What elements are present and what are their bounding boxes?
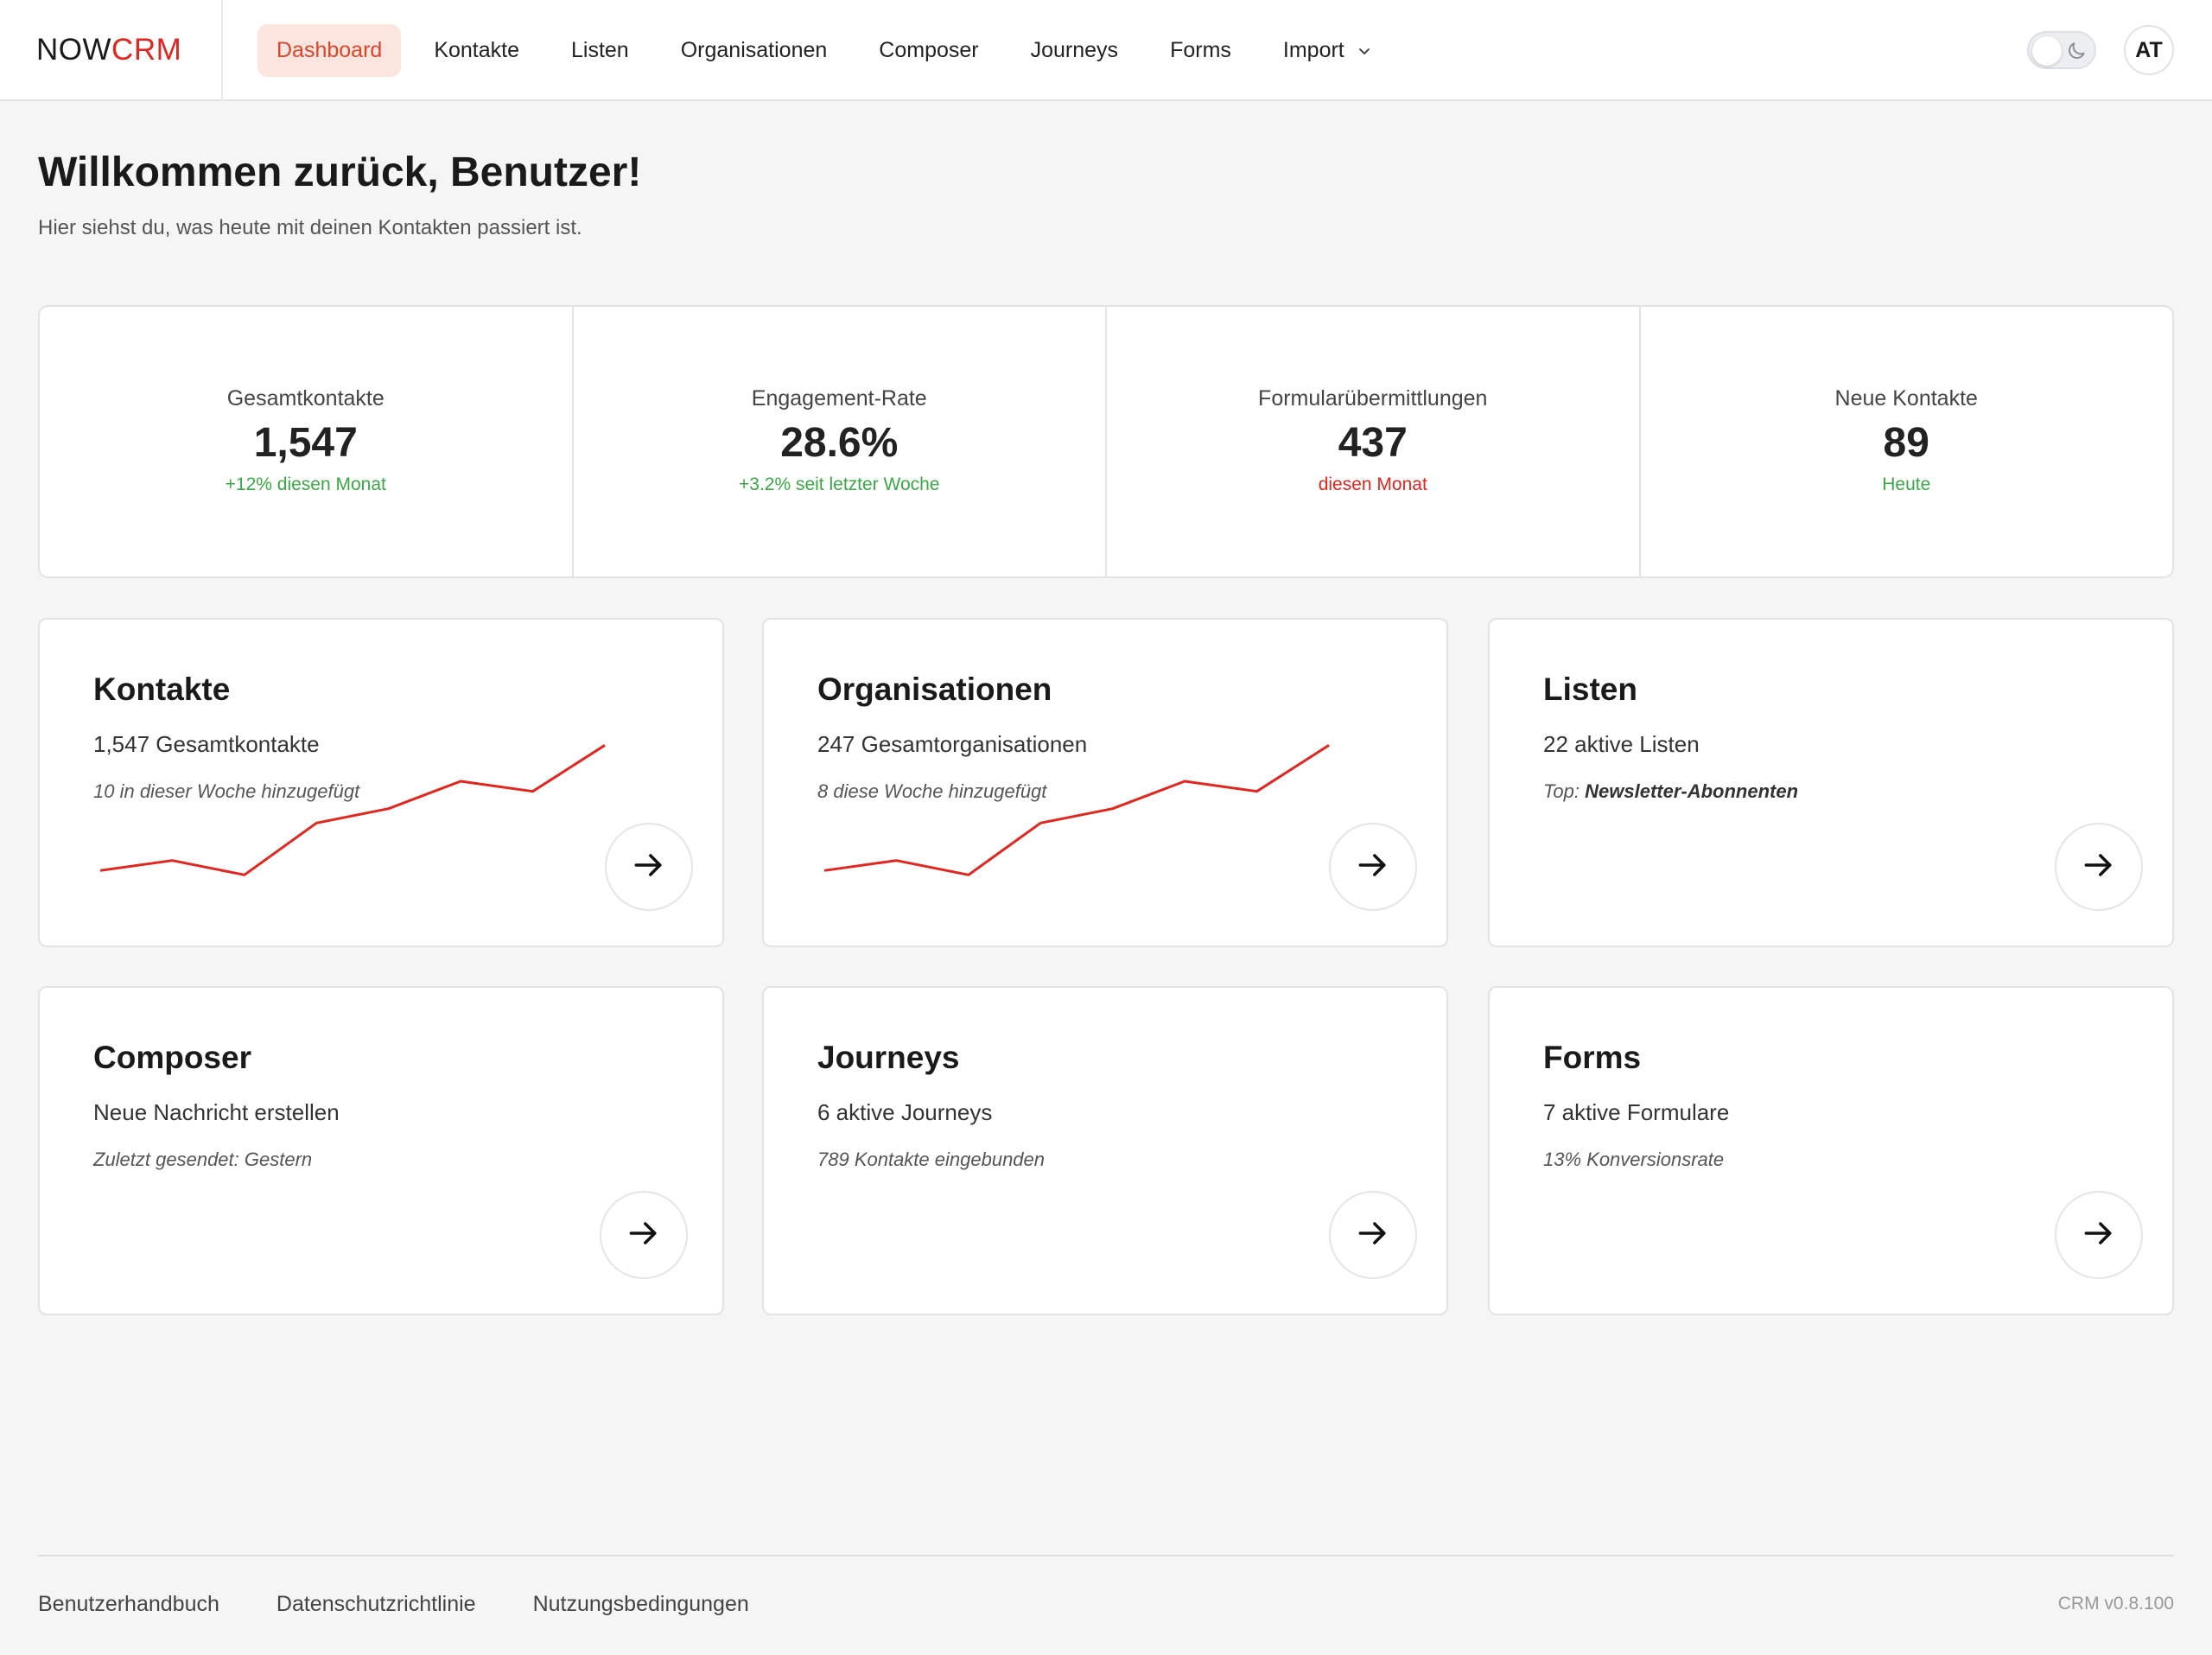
- card-note: 8 diese Woche hinzugefügt: [817, 780, 1047, 802]
- top-navbar: NOWCRM Dashboard Kontakte Listen Organis…: [0, 0, 2212, 101]
- nav-item-import[interactable]: Import: [1264, 24, 1390, 77]
- app-version: CRM v0.8.100: [2057, 1594, 2174, 1614]
- card-note: 789 Kontakte eingebunden: [817, 1149, 1046, 1170]
- stat-trend: +12% diesen Monat: [225, 474, 386, 494]
- card-organisationen: Organisationen 247 Gesamtorganisationen …: [762, 618, 1448, 947]
- nav-item-import-label: Import: [1282, 38, 1344, 62]
- main-nav: Dashboard Kontakte Listen Organisationen…: [257, 24, 1404, 77]
- open-listen-button[interactable]: [2055, 823, 2143, 911]
- open-organisationen-button[interactable]: [1329, 823, 1417, 911]
- arrow-right-icon: [630, 846, 668, 888]
- nav-item-dashboard[interactable]: Dashboard: [257, 24, 402, 77]
- card-composer: Composer Neue Nachricht erstellen Zuletz…: [38, 986, 724, 1315]
- card-title: Journeys: [817, 1040, 960, 1075]
- open-kontakte-button[interactable]: [605, 823, 693, 911]
- open-journeys-button[interactable]: [1329, 1191, 1417, 1279]
- arrow-right-icon: [2080, 1214, 2118, 1257]
- card-kontakte: Kontakte 1,547 Gesamtkontakte 10 in dies…: [38, 618, 724, 947]
- sparkline-series: [823, 744, 1330, 876]
- card-summary: 7 aktive Formulare: [1543, 1099, 1730, 1125]
- stat-value: 28.6%: [780, 420, 899, 466]
- card-summary: 1,547 Gesamtkontakte: [93, 731, 320, 757]
- card-title: Kontakte: [93, 672, 231, 707]
- page-title: Willkommen zurück, Benutzer!: [38, 150, 642, 195]
- open-forms-button[interactable]: [2055, 1191, 2143, 1279]
- card-summary: 22 aktive Listen: [1543, 731, 1700, 757]
- stat-trend: +3.2% seit letzter Woche: [739, 474, 940, 494]
- card-title: Forms: [1543, 1040, 1642, 1075]
- card-journeys: Journeys 6 aktive Journeys 789 Kontakte …: [762, 986, 1448, 1315]
- stat-gesamtkontakte: Gesamtkontakte 1,547 +12% diesen Monat: [40, 307, 574, 576]
- arrow-right-icon: [625, 1214, 663, 1257]
- card-note: Zuletzt gesendet: Gestern: [93, 1149, 313, 1170]
- stat-engagement-rate: Engagement-Rate 28.6% +3.2% seit letzter…: [574, 307, 1107, 576]
- card-note-prefix: Top:: [1543, 780, 1586, 802]
- stat-value: 1,547: [253, 420, 358, 466]
- card-forms: Forms 7 aktive Formulare 13% Konversions…: [1488, 986, 2174, 1315]
- open-composer-button[interactable]: [600, 1191, 688, 1279]
- page-subtitle: Hier siehst du, was heute mit deinen Kon…: [38, 216, 582, 239]
- nav-item-kontakte[interactable]: Kontakte: [434, 38, 519, 62]
- logo-now: NOW: [36, 33, 112, 67]
- card-note: Top: Newsletter-Abonnenten: [1543, 780, 1798, 803]
- stat-trend: Heute: [1882, 474, 1931, 494]
- card-title: Organisationen: [817, 672, 1052, 707]
- logo-crm: CRM: [111, 33, 182, 67]
- stat-trend: diesen Monat: [1318, 474, 1427, 494]
- footer-divider: [38, 1555, 2174, 1556]
- card-summary: Neue Nachricht erstellen: [93, 1099, 340, 1125]
- nav-item-forms[interactable]: Forms: [1170, 38, 1231, 62]
- card-title: Listen: [1543, 672, 1637, 707]
- user-avatar[interactable]: AT: [2124, 25, 2174, 75]
- nav-item-organisationen[interactable]: Organisationen: [680, 38, 828, 62]
- nav-item-journeys[interactable]: Journeys: [1030, 38, 1119, 62]
- card-note: 13% Konversionsrate: [1543, 1149, 1725, 1170]
- stat-formularuebermittlungen: Formularübermittlungen 437 diesen Monat: [1107, 307, 1641, 576]
- stat-label: Formularübermittlungen: [1258, 386, 1488, 411]
- stat-value: 437: [1338, 420, 1408, 466]
- stat-neue-kontakte: Neue Kontakte 89 Heute: [1641, 307, 2173, 576]
- toggle-knob: [2032, 36, 2062, 66]
- card-summary: 6 aktive Journeys: [817, 1099, 993, 1125]
- card-listen: Listen 22 aktive Listen Top: Newsletter-…: [1488, 618, 2174, 947]
- footer-link-datenschutz[interactable]: Datenschutzrichtlinie: [276, 1592, 476, 1616]
- nav-item-composer[interactable]: Composer: [879, 38, 979, 62]
- stat-value: 89: [1883, 420, 1929, 466]
- nav-item-listen[interactable]: Listen: [571, 38, 629, 62]
- stat-label: Gesamtkontakte: [226, 386, 385, 411]
- stat-label: Neue Kontakte: [1834, 386, 1978, 411]
- stats-panel: Gesamtkontakte 1,547 +12% diesen Monat E…: [38, 305, 2174, 578]
- chevron-down-icon: [1357, 25, 1371, 78]
- footer-links: Benutzerhandbuch Datenschutzrichtlinie N…: [38, 1592, 806, 1617]
- kontakte-sparkline: [99, 744, 606, 876]
- arrow-right-icon: [1354, 1214, 1392, 1257]
- logo[interactable]: NOWCRM: [36, 33, 181, 67]
- top-list-name: Newsletter-Abonnenten: [1585, 780, 1799, 802]
- moon-icon: [2065, 40, 2088, 67]
- card-note: 10 in dieser Woche hinzugefügt: [93, 780, 360, 802]
- organisationen-sparkline: [823, 744, 1330, 876]
- footer-link-benutzerhandbuch[interactable]: Benutzerhandbuch: [38, 1592, 219, 1616]
- sparkline-series: [99, 744, 606, 876]
- theme-toggle[interactable]: [2027, 31, 2096, 69]
- header-divider: [221, 0, 223, 101]
- footer-link-nutzungsbedingungen[interactable]: Nutzungsbedingungen: [532, 1592, 749, 1616]
- arrow-right-icon: [2080, 846, 2118, 888]
- stat-label: Engagement-Rate: [751, 386, 927, 411]
- arrow-right-icon: [1354, 846, 1392, 888]
- card-summary: 247 Gesamtorganisationen: [817, 731, 1088, 757]
- card-title: Composer: [93, 1040, 251, 1075]
